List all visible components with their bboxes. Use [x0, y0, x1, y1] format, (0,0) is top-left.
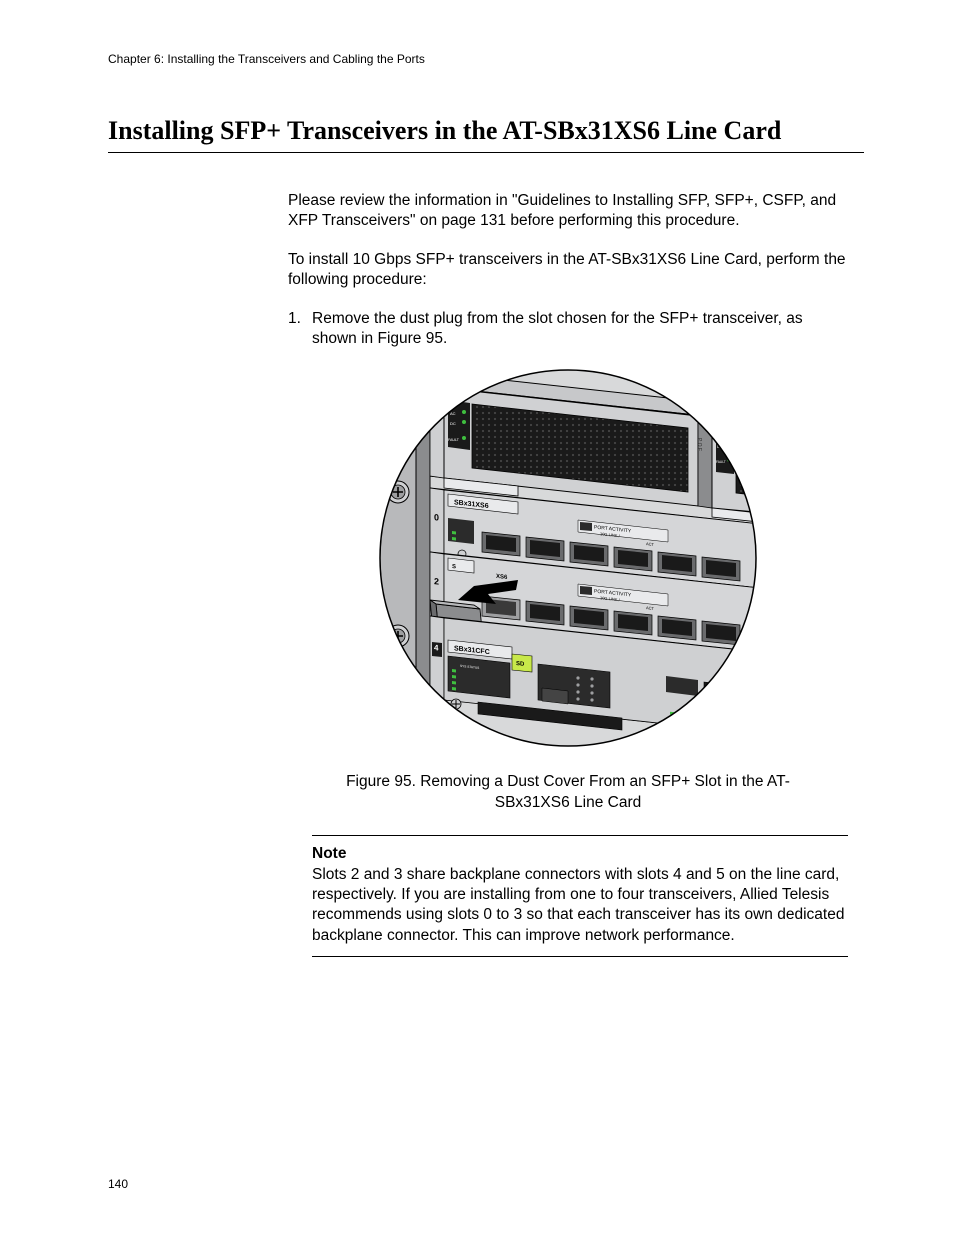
svg-text:4: 4: [434, 643, 439, 653]
svg-text:FAULT: FAULT: [716, 460, 726, 464]
svg-text:DC: DC: [450, 421, 456, 426]
step-number: 1.: [288, 309, 312, 350]
svg-text:AC: AC: [717, 436, 722, 440]
procedure-step-1: 1. Remove the dust plug from the slot ch…: [288, 309, 848, 350]
step-text: Remove the dust plug from the slot chose…: [312, 309, 848, 350]
svg-text:SD: SD: [516, 661, 525, 668]
svg-text:2385: 2385: [704, 743, 724, 748]
svg-text:P O E: P O E: [696, 438, 702, 452]
svg-text:FAULT: FAULT: [448, 438, 460, 442]
figure-caption-line1: Figure 95. Removing a Dust Cover From an…: [346, 773, 790, 790]
chassis-screw-icon: [387, 625, 409, 647]
section-title: Installing SFP+ Transceivers in the AT-S…: [108, 116, 864, 153]
device-illustration: AC DC FAULT SBxPWRPOE1 P O E: [378, 368, 758, 748]
svg-text:2: 2: [434, 576, 439, 587]
paragraph-intro: Please review the information in "Guidel…: [288, 191, 848, 232]
note-block: Note Slots 2 and 3 share backplane conne…: [312, 835, 848, 957]
figure-caption: Figure 95. Removing a Dust Cover From an…: [288, 772, 848, 813]
note-text: Slots 2 and 3 share backplane connectors…: [312, 865, 848, 947]
figure-95: AC DC FAULT SBxPWRPOE1 P O E: [288, 368, 848, 754]
svg-text:0: 0: [434, 512, 439, 523]
page-number: 140: [108, 1177, 128, 1191]
svg-text:ACT: ACT: [646, 605, 655, 611]
body-text-block: Please review the information in "Guidel…: [288, 191, 848, 813]
document-page: Chapter 6: Installing the Transceivers a…: [0, 0, 954, 1235]
figure-caption-line2: SBx31XS6 Line Card: [495, 794, 641, 811]
svg-text:S: S: [452, 564, 456, 570]
paragraph-lead-in: To install 10 Gbps SFP+ transceivers in …: [288, 250, 848, 291]
chapter-header: Chapter 6: Installing the Transceivers a…: [108, 52, 864, 66]
svg-text:ACT: ACT: [646, 541, 655, 547]
note-title: Note: [312, 844, 848, 864]
chassis-screw-icon: [387, 481, 409, 503]
